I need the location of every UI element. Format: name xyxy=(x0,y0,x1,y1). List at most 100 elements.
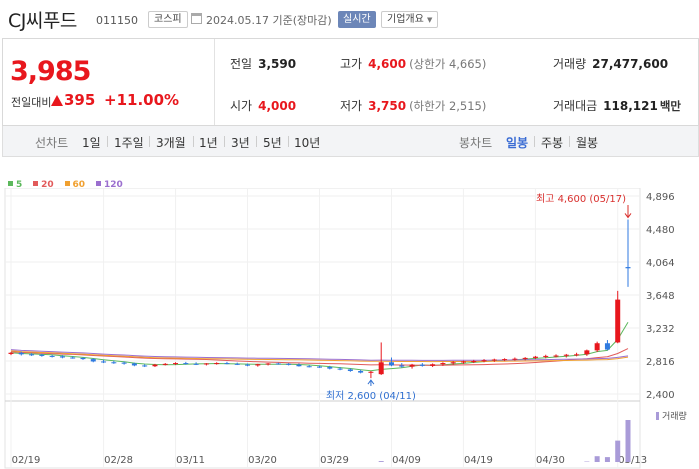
x-tick-label: 02/28 xyxy=(104,455,133,466)
legend-label: 5 xyxy=(16,180,23,190)
candle-body xyxy=(337,368,343,370)
candle-body xyxy=(152,364,158,367)
realtime-button[interactable]: 실시간 xyxy=(338,11,376,28)
candle-body xyxy=(615,299,621,343)
legend-swatch xyxy=(33,181,39,186)
candle-body xyxy=(234,363,240,365)
candle-body xyxy=(286,363,292,365)
candle-body xyxy=(460,361,466,363)
high-annotation: 최고 4,600 (05/17) xyxy=(536,193,626,205)
y-tick-label: 4,480 xyxy=(646,225,675,236)
legend-ma60: 60 xyxy=(64,180,86,190)
prev-close-label: 전일 xyxy=(230,57,253,71)
candle-body xyxy=(80,357,86,360)
low-arrow-icon xyxy=(367,379,375,385)
y-tick-label: 4,896 xyxy=(646,192,675,203)
volume-bar xyxy=(594,456,600,462)
low-cell: 저가 3,750 (하한가 2,515) xyxy=(340,97,486,114)
chart-period-tabs: 선차트 1일 1주일 3개월 1년 3년 5년 10년 봉차트 일봉 주봉 월봉 xyxy=(2,126,699,157)
ma-legend: 5 20 60 120 xyxy=(8,180,131,190)
candle-body xyxy=(409,364,415,367)
x-tick-label: 03/11 xyxy=(176,455,205,466)
candle-body xyxy=(430,364,436,366)
candle-body xyxy=(193,363,199,365)
legend-label: 60 xyxy=(72,180,86,190)
stock-header: CJ씨푸드 011150 코스피 2024.05.17 기준(장마감) 실시간 … xyxy=(0,0,699,38)
candle-body xyxy=(183,363,189,365)
tab-10y[interactable]: 10년 xyxy=(294,136,321,150)
candle-body xyxy=(502,359,508,361)
stock-name: CJ씨푸드 xyxy=(8,10,77,32)
y-tick-label: 2,816 xyxy=(646,357,675,368)
candle-body xyxy=(275,363,281,365)
candle-body xyxy=(131,363,137,366)
prev-close-value: 3,590 xyxy=(258,57,297,71)
candle-body xyxy=(419,364,425,366)
tab-1y[interactable]: 1년 xyxy=(199,136,218,150)
low-annotation: 최저 2,600 (04/11) xyxy=(326,390,416,402)
volume-legend-swatch xyxy=(656,412,659,420)
volume-value: 27,477,600 xyxy=(592,57,669,71)
candle-body xyxy=(101,361,107,363)
candle-body xyxy=(90,359,96,362)
candle-body xyxy=(563,354,569,356)
current-price: 3,985 xyxy=(10,56,91,87)
volume-label: 거래량 xyxy=(662,410,687,422)
market-badge: 코스피 xyxy=(148,11,188,28)
x-tick-label: 04/09 xyxy=(392,455,421,466)
candle-body xyxy=(255,364,261,366)
candle-body xyxy=(306,366,312,368)
candle-body xyxy=(440,363,446,365)
tab-1w[interactable]: 1주일 xyxy=(114,136,144,150)
price-change: 395 xyxy=(64,91,96,109)
amount-unit: 백만 xyxy=(659,99,681,113)
tab-daily[interactable]: 일봉 xyxy=(506,136,529,150)
tab-1d[interactable]: 1일 xyxy=(82,136,101,150)
y-tick-label: 4,064 xyxy=(646,258,675,269)
calendar-icon xyxy=(191,13,202,24)
x-tick-label: 03/29 xyxy=(320,455,349,466)
tab-weekly[interactable]: 주봉 xyxy=(541,136,564,150)
open-label: 시가 xyxy=(230,99,253,113)
candle-body xyxy=(70,357,76,359)
chevron-down-icon: ▼ xyxy=(427,16,433,24)
up-arrow-icon xyxy=(51,95,63,106)
candle-body xyxy=(224,363,230,365)
tab-3y[interactable]: 3년 xyxy=(231,136,250,150)
candle-body xyxy=(543,355,549,357)
company-info-dropdown[interactable]: 기업개요 ▼ xyxy=(381,11,439,28)
volume-bar xyxy=(604,457,610,462)
tab-5y[interactable]: 5년 xyxy=(263,136,282,150)
low-label: 저가 xyxy=(340,99,363,113)
upper-limit: (상한가 4,665) xyxy=(409,57,487,71)
divider xyxy=(149,136,150,147)
amount-label: 거래대금 xyxy=(553,99,598,113)
divider xyxy=(107,136,108,147)
low-value: 3,750 xyxy=(368,99,407,113)
volume-cell: 거래량 27,477,600 xyxy=(553,55,668,72)
company-info-label: 기업개요 xyxy=(387,14,424,25)
candle-body xyxy=(317,366,322,368)
amount-cell: 거래대금 118,121 백만 xyxy=(553,97,681,114)
candle-body xyxy=(368,371,374,373)
candle-body xyxy=(39,354,45,356)
candle-body xyxy=(358,370,364,373)
divider xyxy=(569,136,570,147)
y-tick-label: 3,232 xyxy=(646,324,675,335)
stock-code: 011150 xyxy=(96,14,138,27)
legend-swatch xyxy=(64,181,70,186)
divider xyxy=(256,136,257,147)
candle-body xyxy=(491,359,497,361)
candle-body xyxy=(450,362,456,364)
price-change-percent: +11.00% xyxy=(104,91,180,109)
volume-bar xyxy=(625,420,631,462)
x-tick-label: 03/20 xyxy=(248,455,277,466)
candle-body xyxy=(214,363,220,365)
prev-close-cell: 전일 3,590 xyxy=(230,55,296,72)
x-tick-label: 02/19 xyxy=(12,455,41,466)
candle-body xyxy=(8,352,14,354)
candlestick-chart[interactable]: 4,896 4,480 4,064 3,648 3,232 2,816 2,400 02/19… xyxy=(0,188,699,469)
tab-monthly[interactable]: 월봉 xyxy=(576,136,599,150)
candle-body xyxy=(29,354,35,356)
tab-3m[interactable]: 3개월 xyxy=(156,136,186,150)
